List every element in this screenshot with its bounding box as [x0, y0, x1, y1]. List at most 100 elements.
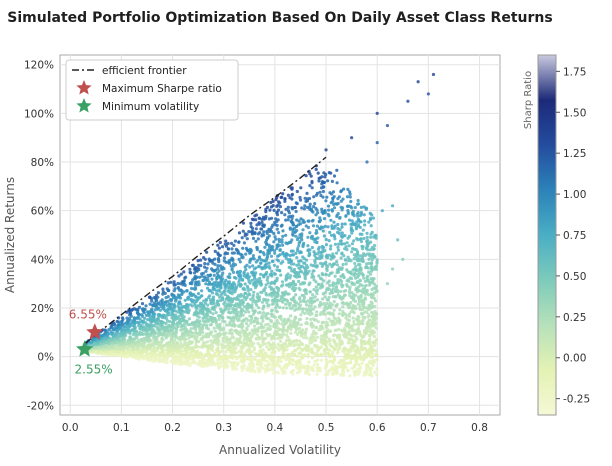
portfolio-point: [221, 316, 225, 320]
portfolio-point: [175, 341, 179, 345]
portfolio-point: [370, 329, 374, 333]
portfolio-point: [218, 240, 222, 245]
portfolio-point: [325, 268, 329, 272]
portfolio-point: [301, 307, 305, 311]
portfolio-point: [373, 243, 377, 248]
portfolio-point: [236, 361, 240, 365]
portfolio-point: [281, 260, 285, 264]
portfolio-point: [240, 253, 244, 257]
portfolio-point: [266, 250, 270, 254]
portfolio-point: [118, 353, 123, 357]
portfolio-point: [135, 333, 139, 337]
portfolio-point: [269, 272, 273, 276]
portfolio-point: [332, 333, 337, 337]
portfolio-point: [123, 325, 127, 329]
portfolio-point: [358, 232, 362, 236]
portfolio-point: [196, 292, 201, 296]
portfolio-point: [276, 298, 280, 302]
portfolio-point: [348, 285, 352, 289]
portfolio-point: [323, 353, 327, 357]
portfolio-point: [296, 332, 300, 336]
portfolio-point: [372, 370, 377, 374]
portfolio-point: [264, 283, 268, 287]
portfolio-point: [298, 266, 302, 270]
portfolio-point: [161, 313, 165, 317]
portfolio-point: [214, 354, 218, 358]
portfolio-point: [287, 211, 291, 215]
portfolio-point: [185, 343, 189, 348]
portfolio-point: [294, 286, 298, 290]
portfolio-point: [312, 195, 316, 199]
portfolio-point: [260, 290, 264, 294]
portfolio-point: [261, 307, 265, 311]
portfolio-point: [349, 360, 353, 364]
portfolio-point: [188, 362, 192, 366]
portfolio-point: [296, 320, 300, 324]
portfolio-point: [281, 229, 285, 233]
portfolio-point: [354, 264, 358, 268]
portfolio-point: [248, 281, 252, 285]
portfolio-point: [372, 254, 377, 259]
portfolio-point: [197, 352, 201, 356]
portfolio-point: [329, 233, 334, 237]
portfolio-point: [247, 230, 251, 234]
portfolio-point: [148, 317, 152, 321]
portfolio-point: [347, 312, 352, 316]
portfolio-point: [270, 312, 274, 316]
portfolio-point: [206, 303, 210, 307]
portfolio-point: [323, 295, 327, 299]
portfolio-point: [267, 243, 271, 247]
portfolio-point: [238, 314, 243, 318]
portfolio-point: [312, 275, 316, 279]
portfolio-point: [174, 315, 178, 319]
portfolio-point: [282, 356, 286, 360]
portfolio-point: [289, 297, 293, 301]
portfolio-point: [301, 282, 305, 286]
portfolio-point: [339, 190, 343, 194]
portfolio-point: [324, 263, 328, 267]
portfolio-point: [206, 319, 210, 323]
portfolio-point: [200, 360, 204, 364]
portfolio-point: [299, 186, 303, 190]
portfolio-point: [367, 304, 372, 308]
portfolio-point: [289, 249, 293, 253]
portfolio-point: [367, 333, 371, 338]
portfolio-point: [284, 302, 288, 306]
portfolio-point: [161, 360, 165, 364]
portfolio-point: [249, 288, 253, 292]
portfolio-point: [229, 290, 233, 294]
portfolio-point: [332, 233, 336, 237]
portfolio-point: [354, 362, 358, 366]
portfolio-point: [196, 283, 200, 287]
portfolio-point: [125, 316, 129, 320]
portfolio-point: [249, 344, 253, 348]
portfolio-point: [332, 174, 337, 178]
portfolio-point: [264, 210, 268, 214]
portfolio-point: [274, 332, 278, 337]
portfolio-point: [196, 259, 200, 263]
portfolio-point: [290, 269, 294, 273]
portfolio-point: [236, 249, 240, 253]
portfolio-point: [374, 353, 378, 357]
portfolio-point: [319, 327, 323, 331]
portfolio-point: [317, 179, 321, 183]
portfolio-point: [215, 348, 220, 352]
portfolio-point: [166, 288, 170, 293]
portfolio-point: [278, 305, 282, 309]
portfolio-point: [99, 342, 103, 346]
portfolio-point: [112, 322, 116, 326]
portfolio-point: [290, 350, 295, 354]
portfolio-point: [181, 331, 185, 335]
portfolio-point: [323, 333, 327, 337]
portfolio-point: [181, 361, 185, 365]
portfolio-point: [173, 299, 178, 303]
portfolio-point: [278, 253, 282, 257]
portfolio-point: [245, 307, 249, 311]
portfolio-point: [285, 352, 289, 357]
portfolio-point: [360, 361, 364, 365]
portfolio-point: [178, 360, 182, 364]
portfolio-point: [313, 332, 317, 336]
portfolio-point: [369, 224, 373, 228]
portfolio-point: [346, 303, 350, 307]
portfolio-point: [93, 342, 97, 346]
